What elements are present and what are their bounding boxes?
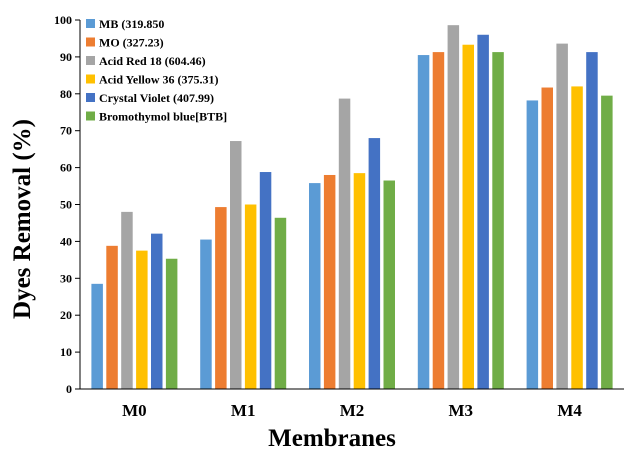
bar-m3-series-1 <box>417 55 430 390</box>
bar-m0-series-3 <box>121 211 133 389</box>
y-tick-label: 50 <box>60 198 72 212</box>
bar-m4-series-6 <box>601 95 613 390</box>
bar-m2-series-4 <box>353 173 366 389</box>
bar-m3-series-5 <box>477 34 489 389</box>
category-label: M3 <box>449 401 474 420</box>
bar-m1-series-4 <box>244 204 257 389</box>
bar-m2-series-2 <box>323 174 336 389</box>
bar-m2-series-3 <box>338 98 351 390</box>
y-axis-title: Dyes Removal (%) <box>9 119 36 319</box>
bar-m0-series-4 <box>136 250 148 389</box>
legend-label: MB (319.850 <box>99 17 164 31</box>
y-tick-label: 10 <box>60 345 72 359</box>
y-tick-label: 80 <box>60 87 72 101</box>
ticks-layer: 0 10 20 30 40 50 60 70 80 90 100 <box>54 13 80 396</box>
bar-m1-series-5 <box>259 172 272 389</box>
bar-m4-series-4 <box>571 86 583 390</box>
y-tick-label: 30 <box>60 271 72 285</box>
y-tick-label: 40 <box>60 234 72 248</box>
bar-m0-series-5 <box>151 233 163 389</box>
legend-label: Bromothymol blue[BTB] <box>99 110 227 124</box>
y-tick-label: 90 <box>60 50 72 64</box>
y-tick-label: 0 <box>66 382 72 396</box>
bar-m4-series-1 <box>526 100 539 389</box>
y-tick-label: 60 <box>60 161 72 175</box>
bar-m1-series-1 <box>200 239 212 389</box>
legend-swatch <box>86 74 95 84</box>
y-tick-label: 20 <box>60 308 72 322</box>
bar-m2-series-6 <box>383 180 395 389</box>
category-label: M4 <box>557 401 582 420</box>
bar-m2-series-1 <box>309 183 321 389</box>
legend-swatch <box>86 93 95 102</box>
category-label: M2 <box>340 401 365 420</box>
legend: MB (319.850 MO (327.23) Acid Red 18 (604.4… <box>86 17 227 124</box>
legend-label: Acid Yellow 36 (375.31) <box>99 73 219 87</box>
legend-label: Acid Red 18 (604.46) <box>99 54 206 68</box>
bar-m4-series-2 <box>541 87 553 389</box>
legend-label: MO (327.23) <box>99 36 164 50</box>
bar-m0-series-6 <box>165 258 178 389</box>
bar-m1-series-2 <box>215 207 227 389</box>
y-tick-label: 100 <box>54 13 72 27</box>
legend-label: Crystal Violet (407.99) <box>99 91 214 105</box>
bar-m4-series-5 <box>586 52 598 390</box>
bar-m0-series-2 <box>106 245 118 389</box>
bars-layer <box>91 25 613 390</box>
y-tick-label: 70 <box>60 124 72 138</box>
x-axis-title: Membranes <box>268 425 396 452</box>
bar-m3-series-2 <box>432 52 445 390</box>
category-labels: M0 M1 M2 M3 M4 <box>122 401 582 420</box>
legend-swatch <box>86 19 95 28</box>
bar-m4-series-3 <box>556 43 568 390</box>
legend-swatch <box>86 111 95 121</box>
bar-m1-series-6 <box>274 217 287 389</box>
bar-m3-series-3 <box>447 25 460 389</box>
legend-swatch <box>86 37 95 47</box>
legend-swatch <box>86 56 95 65</box>
bar-m0-series-1 <box>91 283 103 389</box>
bar-m1-series-3 <box>230 141 242 389</box>
category-label: M0 <box>122 401 147 420</box>
bar-m3-series-6 <box>492 52 504 390</box>
category-label: M1 <box>231 401 256 420</box>
bar-m3-series-4 <box>462 44 474 390</box>
bar-m2-series-5 <box>368 138 381 389</box>
